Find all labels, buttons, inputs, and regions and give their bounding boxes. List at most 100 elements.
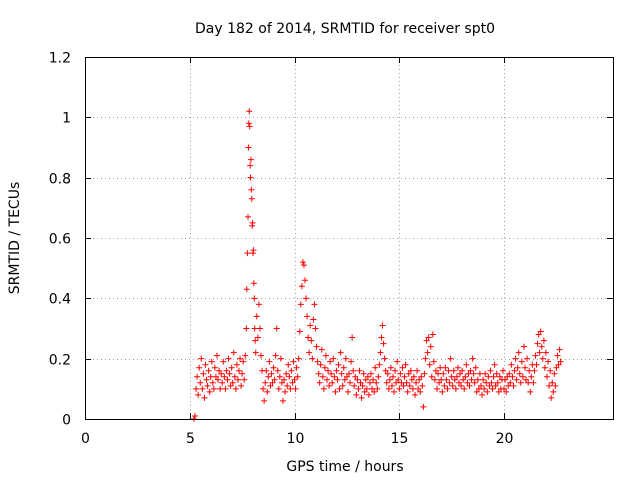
- data-point: [447, 355, 454, 362]
- data-point: [304, 313, 311, 320]
- data-point: [440, 370, 447, 377]
- data-point: [408, 376, 415, 383]
- data-point: [331, 373, 338, 380]
- data-point: [239, 370, 246, 377]
- data-point: [483, 379, 490, 386]
- data-point: [255, 301, 262, 308]
- data-point: [481, 385, 488, 392]
- data-point: [431, 376, 438, 383]
- data-point: [554, 352, 561, 359]
- data-point: [242, 352, 249, 359]
- data-point: [343, 373, 350, 380]
- data-point: [488, 379, 495, 386]
- data-point: [482, 370, 489, 377]
- data-point: [476, 370, 483, 377]
- data-point: [196, 364, 203, 371]
- data-point: [194, 373, 201, 380]
- data-point: [533, 361, 540, 368]
- data-point: [251, 295, 258, 302]
- data-point: [386, 376, 393, 383]
- data-point: [281, 376, 288, 383]
- data-point: [347, 379, 354, 386]
- data-point: [272, 352, 279, 359]
- data-point: [490, 373, 497, 380]
- data-point: [436, 379, 443, 386]
- y-tick-label: 0.4: [49, 292, 71, 308]
- data-point: [248, 186, 255, 193]
- data-point: [275, 385, 282, 392]
- data-point: [445, 367, 452, 374]
- data-point: [371, 388, 378, 395]
- data-point: [537, 328, 544, 335]
- x-tick-label: 20: [496, 431, 514, 447]
- data-point: [341, 376, 348, 383]
- data-point: [198, 355, 205, 362]
- data-point: [467, 367, 474, 374]
- data-point: [247, 162, 254, 169]
- data-point: [362, 376, 369, 383]
- data-point: [428, 373, 435, 380]
- data-point: [508, 361, 515, 368]
- data-point: [199, 385, 206, 392]
- data-point: [557, 358, 564, 365]
- data-point: [373, 379, 380, 386]
- data-point: [219, 379, 226, 386]
- data-point: [377, 349, 384, 356]
- data-point: [541, 364, 548, 371]
- data-point: [535, 331, 542, 338]
- data-point: [513, 376, 520, 383]
- data-point: [505, 382, 512, 389]
- data-point: [246, 108, 253, 115]
- data-point: [459, 367, 466, 374]
- data-point: [286, 373, 293, 380]
- data-point: [532, 352, 539, 359]
- data-point: [193, 385, 200, 392]
- data-point: [545, 358, 552, 365]
- data-point: [308, 337, 315, 344]
- data-point: [396, 385, 403, 392]
- data-point: [201, 394, 208, 401]
- data-point: [282, 388, 289, 395]
- data-point: [348, 358, 355, 365]
- data-point: [409, 385, 416, 392]
- data-point: [405, 370, 412, 377]
- data-point: [350, 367, 357, 374]
- y-tick-labels: 0 0.2 0.4 0.6 0.8 1 1.2: [49, 51, 71, 429]
- data-point: [263, 367, 270, 374]
- data-point: [195, 391, 202, 398]
- data-point: [412, 391, 418, 398]
- data-point: [493, 370, 500, 377]
- plot-frame: [85, 57, 614, 420]
- data-point: [426, 361, 433, 368]
- data-point: [365, 391, 372, 398]
- data-point: [261, 397, 268, 404]
- data-point: [317, 361, 324, 368]
- data-point: [550, 388, 557, 395]
- data-point: [360, 370, 367, 377]
- data-point: [525, 379, 532, 386]
- data-point: [216, 367, 223, 374]
- data-point: [262, 379, 269, 386]
- y-tick-label: 0: [62, 413, 71, 429]
- data-point: [310, 316, 317, 323]
- data-point: [336, 385, 343, 392]
- data-point: [395, 376, 402, 383]
- data-point: [209, 379, 216, 386]
- data-point: [220, 358, 227, 365]
- data-point: [485, 373, 492, 380]
- data-point: [315, 370, 322, 377]
- data-point: [266, 358, 273, 365]
- data-point: [245, 120, 252, 127]
- data-point: [218, 370, 225, 377]
- data-point: [442, 364, 449, 371]
- data-point: [353, 391, 360, 398]
- data-point: [289, 379, 296, 386]
- data-point: [325, 367, 332, 374]
- data-point: [397, 370, 404, 377]
- data-point: [510, 382, 517, 389]
- data-point: [427, 343, 434, 350]
- data-point: [372, 364, 379, 371]
- data-point: [305, 334, 312, 341]
- data-point: [511, 367, 518, 374]
- data-point: [500, 367, 506, 374]
